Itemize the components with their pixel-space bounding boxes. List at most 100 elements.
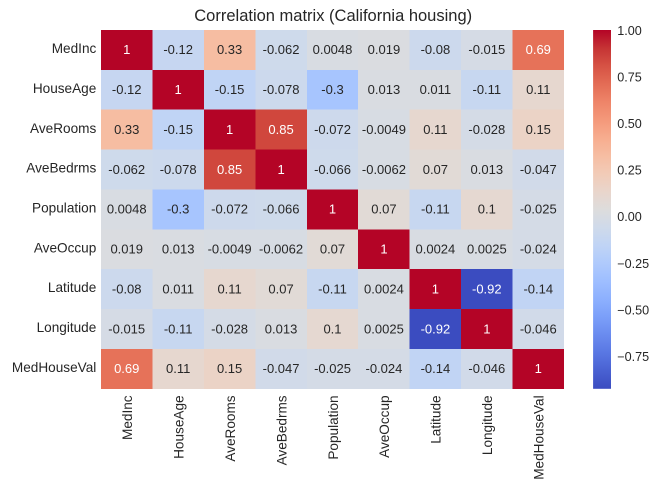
svg-text:-0.047: -0.047 [263,361,300,376]
svg-text:-0.078: -0.078 [160,162,197,177]
svg-text:1.00: 1.00 [617,24,642,38]
svg-text:-0.92: -0.92 [421,321,451,336]
svg-text:-0.025: -0.025 [520,202,557,217]
svg-text:0.07: 0.07 [268,281,293,296]
svg-text:-0.024: -0.024 [520,242,557,257]
svg-text:1: 1 [175,82,182,97]
svg-text:-0.15: -0.15 [163,122,193,137]
svg-text:0.019: 0.019 [110,242,143,257]
svg-text:AveOccup: AveOccup [377,395,392,457]
svg-text:0.0048: 0.0048 [107,202,147,217]
svg-text:Latitude: Latitude [429,395,444,443]
svg-text:0.69: 0.69 [526,42,551,57]
svg-text:−0.25: −0.25 [617,257,649,271]
svg-text:0.00: 0.00 [617,210,642,224]
svg-text:Population: Population [326,395,341,459]
svg-text:0.0024: 0.0024 [364,281,404,296]
svg-text:AveOccup: AveOccup [34,240,96,255]
svg-text:-0.11: -0.11 [318,281,347,296]
svg-text:0.33: 0.33 [114,122,139,137]
svg-text:0.013: 0.013 [471,162,504,177]
svg-text:0.75: 0.75 [617,70,642,84]
svg-text:0.11: 0.11 [526,82,550,97]
svg-text:-0.062: -0.062 [263,42,300,57]
svg-text:Correlation matrix (California: Correlation matrix (California housing) [194,7,472,25]
svg-text:0.33: 0.33 [217,42,242,57]
svg-text:MedHouseVal: MedHouseVal [12,360,96,375]
svg-text:-0.025: -0.025 [314,361,351,376]
svg-text:0.07: 0.07 [320,242,345,257]
svg-text:-0.11: -0.11 [164,321,193,336]
svg-text:MedInc: MedInc [120,395,135,440]
svg-text:AveBedrms: AveBedrms [26,161,96,176]
svg-text:-0.0062: -0.0062 [362,162,406,177]
svg-text:0.1: 0.1 [478,202,496,217]
svg-text:-0.0049: -0.0049 [208,242,252,257]
svg-text:AveBedrms: AveBedrms [274,395,289,465]
svg-text:1: 1 [432,281,439,296]
svg-text:-0.024: -0.024 [366,361,403,376]
svg-text:0.07: 0.07 [371,202,396,217]
svg-text:Longitude: Longitude [480,395,495,455]
svg-text:-0.12: -0.12 [163,42,193,57]
svg-text:-0.11: -0.11 [421,202,450,217]
svg-text:1: 1 [535,361,542,376]
svg-text:0.69: 0.69 [114,361,139,376]
svg-text:-0.062: -0.062 [108,162,145,177]
svg-text:0.1: 0.1 [323,321,341,336]
svg-text:0.013: 0.013 [162,242,195,257]
svg-text:-0.15: -0.15 [215,82,245,97]
svg-text:-0.078: -0.078 [263,82,300,97]
svg-text:0.50: 0.50 [617,117,642,131]
svg-text:-0.046: -0.046 [520,321,557,336]
svg-text:0.0048: 0.0048 [313,42,353,57]
svg-text:0.85: 0.85 [217,162,242,177]
svg-text:0.013: 0.013 [368,82,401,97]
svg-text:-0.015: -0.015 [108,321,145,336]
svg-text:-0.92: -0.92 [472,281,502,296]
svg-text:-0.14: -0.14 [421,361,451,376]
svg-text:0.0024: 0.0024 [416,242,456,257]
svg-text:0.019: 0.019 [368,42,401,57]
svg-text:-0.12: -0.12 [112,82,142,97]
svg-text:MedHouseVal: MedHouseVal [532,395,547,479]
svg-text:-0.028: -0.028 [468,122,505,137]
svg-text:-0.066: -0.066 [263,202,300,217]
svg-text:0.85: 0.85 [268,122,293,137]
svg-text:-0.3: -0.3 [321,82,343,97]
svg-text:AveRooms: AveRooms [30,121,96,136]
svg-text:0.013: 0.013 [265,321,298,336]
svg-text:0.07: 0.07 [423,162,448,177]
svg-text:Longitude: Longitude [37,320,97,335]
svg-text:AveRooms: AveRooms [223,395,238,461]
svg-text:0.11: 0.11 [423,122,447,137]
svg-text:-0.08: -0.08 [421,42,451,57]
svg-text:1: 1 [483,321,490,336]
svg-text:Population: Population [32,201,96,216]
svg-text:0.11: 0.11 [166,361,190,376]
svg-text:−0.75: −0.75 [617,350,649,364]
svg-text:0.15: 0.15 [526,122,551,137]
svg-text:0.25: 0.25 [617,164,642,178]
svg-text:HouseAge: HouseAge [171,395,186,458]
svg-text:0.0025: 0.0025 [364,321,404,336]
svg-text:HouseAge: HouseAge [33,81,96,96]
svg-text:-0.11: -0.11 [472,82,501,97]
svg-text:0.15: 0.15 [217,361,242,376]
svg-text:-0.14: -0.14 [523,281,553,296]
svg-text:-0.08: -0.08 [112,281,142,296]
svg-text:1: 1 [380,242,387,257]
svg-text:-0.072: -0.072 [314,122,351,137]
svg-text:-0.0062: -0.0062 [259,242,303,257]
svg-text:-0.046: -0.046 [468,361,505,376]
svg-text:0.011: 0.011 [162,281,194,296]
svg-text:1: 1 [277,162,284,177]
svg-text:1: 1 [226,122,233,137]
svg-text:1: 1 [329,202,336,217]
svg-text:-0.015: -0.015 [468,42,505,57]
svg-text:1: 1 [123,42,130,57]
svg-text:−0.50: −0.50 [617,303,649,317]
svg-text:-0.3: -0.3 [167,202,189,217]
svg-text:-0.047: -0.047 [520,162,557,177]
svg-text:-0.066: -0.066 [314,162,351,177]
